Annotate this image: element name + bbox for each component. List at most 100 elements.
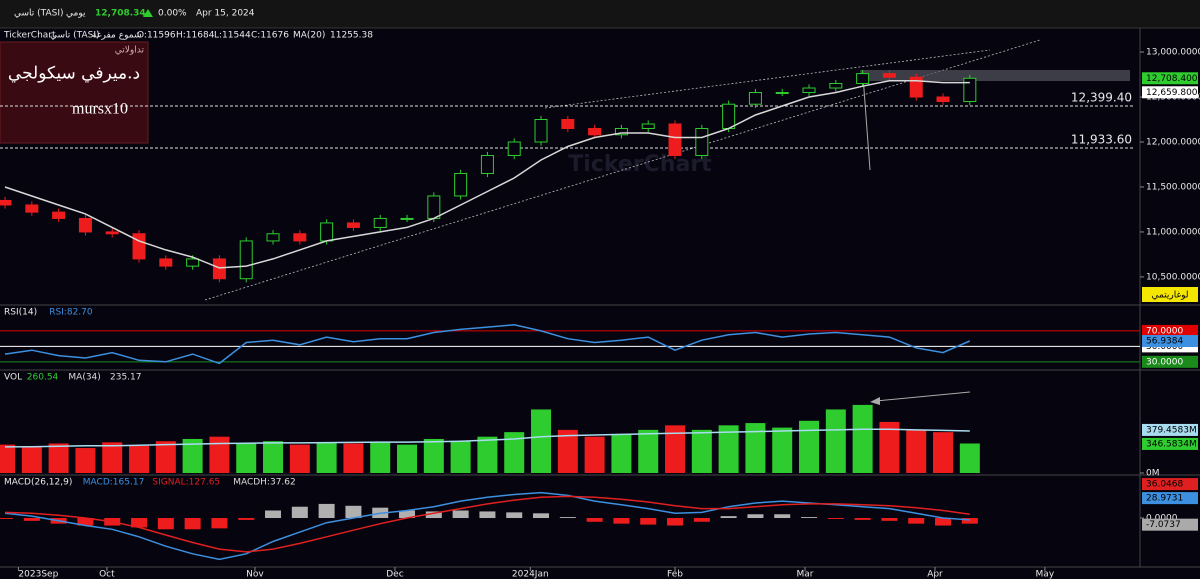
candle-body <box>239 240 253 280</box>
price-marker-label: 28.9731 <box>1146 494 1183 504</box>
volume-bar <box>665 425 686 473</box>
histogram-bar <box>640 518 657 525</box>
line <box>4 491 970 561</box>
info-close: C:11676 <box>251 31 289 41</box>
x-tick-label: Nov <box>246 570 264 579</box>
overlay-author: د.ميرفي سيكولجي <box>8 64 140 84</box>
histogram-bar <box>77 518 94 526</box>
histogram-bar <box>0 518 14 519</box>
x-tick-label: May <box>1036 570 1055 579</box>
histogram-bar <box>291 506 308 519</box>
volume-bar <box>0 444 16 473</box>
log-button-label[interactable]: لوغاريتمي <box>1151 291 1188 301</box>
volume-bar <box>182 438 203 473</box>
volume-bar <box>611 434 632 473</box>
volume-bar <box>48 443 69 473</box>
up-arrow <box>143 9 153 17</box>
price-marker-label: 379.4583M <box>1146 425 1197 435</box>
tick-box <box>1142 324 1198 337</box>
volume-bar <box>504 432 525 473</box>
candle-body <box>132 233 146 260</box>
price-marker <box>1142 518 1198 531</box>
volume-bar <box>906 429 927 473</box>
volume-bar <box>772 427 793 473</box>
volume-bar <box>959 443 980 473</box>
candle-body <box>614 127 628 136</box>
candle-body <box>909 76 923 98</box>
y-tick-label: 0.0000 <box>1146 514 1178 524</box>
x-tick-label: Feb <box>667 570 683 579</box>
histogram-bar <box>586 518 603 522</box>
price-marker-label: 36.0468 <box>1146 480 1183 490</box>
candle-body <box>78 217 92 233</box>
candle-body <box>427 195 441 219</box>
histogram-bar <box>961 518 978 524</box>
candle-body <box>159 258 173 267</box>
volume-bar <box>557 429 578 473</box>
candle-body <box>561 119 575 129</box>
histogram-bar <box>318 503 335 519</box>
candle-body <box>480 154 494 174</box>
panel-readout: 260.54 <box>27 373 59 383</box>
info-style: شموع مفرغة <box>92 31 142 41</box>
price-marker-label: -7.0737 <box>1146 520 1181 530</box>
panel-readout: SIGNAL:127.65 <box>152 478 220 488</box>
candle-body <box>454 172 468 197</box>
histogram-bar <box>935 518 952 526</box>
histogram-bar <box>854 518 871 520</box>
volume-bar <box>75 448 96 473</box>
x-tick-label: Apr <box>927 570 943 579</box>
panel-readout: MACD:165.17 <box>83 478 145 488</box>
histogram-bar <box>211 518 228 529</box>
histogram-bar <box>881 518 898 521</box>
histogram-bar <box>613 518 630 524</box>
volume-bar <box>825 409 846 473</box>
candle-body <box>507 141 521 156</box>
line <box>4 428 970 448</box>
volume-bar <box>209 436 230 473</box>
volume-bar <box>316 442 337 473</box>
panel-title: MACD(26,12,9) <box>4 478 72 488</box>
candle-body <box>320 222 334 242</box>
candle-body <box>293 233 307 242</box>
y-tick-label: 12,000.0000 <box>1146 137 1200 147</box>
log-button[interactable] <box>1142 287 1198 302</box>
price-marker <box>1142 335 1198 348</box>
zone <box>860 70 1130 81</box>
price-marker-label: 346.5834M <box>1146 439 1197 449</box>
trend-line <box>544 49 991 109</box>
price-marker <box>1142 478 1198 491</box>
line <box>4 324 971 365</box>
candle-body <box>25 204 39 213</box>
candle-body <box>936 96 950 103</box>
volume-bar <box>745 423 766 473</box>
overlay-box <box>0 41 149 144</box>
histogram-bar <box>747 514 764 519</box>
histogram-bar <box>238 518 255 520</box>
price-marker-label: 56.9384 <box>1146 337 1183 347</box>
info-ma-value: 11255.38 <box>330 31 373 41</box>
candle-body <box>882 73 896 78</box>
price-marker-label: 12,708.4000 <box>1146 74 1200 84</box>
volume-bar <box>933 432 954 473</box>
candle-body <box>829 83 843 89</box>
volume-bar <box>531 409 552 473</box>
y-tick-label: 10,500.0000 <box>1146 272 1200 282</box>
last-price: 12,708.34 <box>95 9 146 19</box>
histogram-bar <box>184 518 201 530</box>
volume-bar <box>397 444 418 473</box>
histogram-bar <box>425 511 442 519</box>
panel-title: VOL <box>4 373 22 383</box>
volume-bar <box>450 441 471 473</box>
candle-body <box>722 103 736 129</box>
info-open: O:11596 <box>137 31 176 41</box>
histogram-bar <box>399 510 416 519</box>
candle-body <box>963 77 977 103</box>
arrow <box>862 75 871 171</box>
volume-bar <box>879 421 900 473</box>
change: 0.00% <box>158 9 187 19</box>
price-marker <box>1142 72 1198 85</box>
candle-body <box>0 199 12 206</box>
price-marker-label: 12,659.8000 <box>1146 88 1200 98</box>
